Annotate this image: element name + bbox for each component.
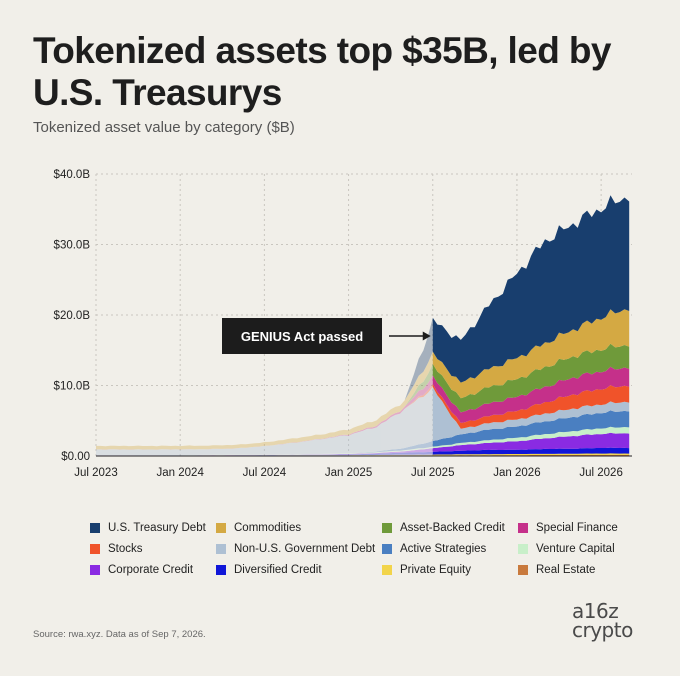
legend-swatch bbox=[216, 565, 226, 575]
chart-subtitle: Tokenized asset value by category ($B) bbox=[33, 119, 295, 136]
y-axis: $0.00 $10.0B $20.0B $30.0B $40.0B bbox=[54, 169, 91, 463]
area-active-strategies bbox=[432, 410, 630, 447]
legend-label: Non-U.S. Government Debt bbox=[234, 543, 376, 555]
legend-label: Asset-Backed Credit bbox=[400, 522, 505, 534]
legend-label: Diversified Credit bbox=[234, 564, 322, 576]
legend-swatch bbox=[90, 523, 100, 533]
legend-swatch bbox=[518, 565, 528, 575]
area-non-u-s-government-debt-faded bbox=[96, 386, 433, 456]
legend-item-corporate-credit: Corporate Credit bbox=[90, 564, 216, 576]
x-tick-label: Jul 2026 bbox=[579, 467, 622, 479]
legend-label: Active Strategies bbox=[400, 543, 487, 555]
legend-item-active-strategies: Active Strategies bbox=[382, 543, 518, 555]
legend-item-venture-capital: Venture Capital bbox=[518, 543, 650, 555]
x-tick-label: Jan 2026 bbox=[493, 467, 540, 479]
stacked-area-chart: $0.00 $10.0B $20.0B $30.0B $40.0B Jul 2023 Ja… bbox=[54, 169, 632, 479]
legend-swatch bbox=[216, 523, 226, 533]
area-u-s-treasury-debt bbox=[432, 195, 630, 383]
y-tick-label: $0.00 bbox=[61, 451, 90, 463]
legend-swatch bbox=[90, 565, 100, 575]
x-tick-label: Jul 2025 bbox=[411, 467, 454, 479]
y-tick-label: $20.0B bbox=[54, 310, 91, 322]
area-non-u-s-government-debt bbox=[432, 386, 630, 441]
area-corporate-credit bbox=[432, 432, 630, 452]
legend-swatch bbox=[382, 523, 392, 533]
area-diversified-credit-faded bbox=[96, 451, 433, 456]
x-tick-label: Jul 2023 bbox=[74, 467, 117, 479]
legend-item-real-estate: Real Estate bbox=[518, 564, 650, 576]
areas-after-genius-act bbox=[432, 195, 630, 456]
a16z-crypto-logo: a16z crypto bbox=[572, 599, 652, 642]
legend-item-commodities: Commodities bbox=[216, 522, 382, 534]
area-private-equity-faded bbox=[96, 454, 433, 456]
legend-label: Real Estate bbox=[536, 564, 596, 576]
legend-item-non-u-s-government-debt: Non-U.S. Government Debt bbox=[216, 543, 382, 555]
area-private-equity bbox=[432, 453, 630, 456]
y-tick-label: $10.0B bbox=[54, 381, 91, 393]
legend-swatch bbox=[518, 544, 528, 554]
legend-label: U.S. Treasury Debt bbox=[108, 522, 206, 534]
x-tick-label: Jan 2024 bbox=[157, 467, 205, 479]
legend-label: Commodities bbox=[234, 522, 302, 534]
legend-label: Private Equity bbox=[400, 564, 471, 576]
annotation-label: GENIUS Act passed bbox=[241, 329, 363, 344]
x-tick-label: Jan 2025 bbox=[325, 467, 372, 479]
source-note: Source: rwa.xyz. Data as of Sep 7, 2026. bbox=[33, 629, 206, 640]
legend-item-diversified-credit: Diversified Credit bbox=[216, 564, 382, 576]
legend-label: Stocks bbox=[108, 543, 143, 555]
area-diversified-credit bbox=[432, 447, 630, 455]
annotation-box bbox=[222, 318, 382, 354]
genius-act-annotation: GENIUS Act passed bbox=[222, 318, 431, 354]
chart-legend: U.S. Treasury Debt Commodities Asset-Backe… bbox=[90, 522, 650, 576]
brand-line-2: crypto bbox=[572, 618, 633, 642]
legend-label: Venture Capital bbox=[536, 543, 615, 555]
legend-swatch bbox=[382, 565, 392, 575]
legend-item-u-s-treasury-debt: U.S. Treasury Debt bbox=[90, 522, 216, 534]
legend-item-special-finance: Special Finance bbox=[518, 522, 650, 534]
legend-item-private-equity: Private Equity bbox=[382, 564, 518, 576]
legend-label: Corporate Credit bbox=[108, 564, 194, 576]
y-tick-label: $30.0B bbox=[54, 240, 91, 252]
legend-swatch bbox=[382, 544, 392, 554]
chart-title: Tokenized assets top $35B, led by U.S. T… bbox=[33, 30, 611, 113]
legend-swatch bbox=[216, 544, 226, 554]
legend-item-asset-backed-credit: Asset-Backed Credit bbox=[382, 522, 518, 534]
annotation-arrow-head bbox=[422, 331, 431, 341]
x-tick-label: Jul 2024 bbox=[243, 467, 287, 479]
area-venture-capital bbox=[432, 426, 630, 449]
y-tick-label: $40.0B bbox=[54, 169, 91, 181]
area-stocks bbox=[432, 384, 630, 429]
area-commodities bbox=[432, 309, 630, 399]
area-special-finance bbox=[432, 366, 630, 423]
x-axis: Jul 2023 Jan 2024 Jul 2024 Jan 2025 Jul 2025… bbox=[74, 455, 632, 479]
legend-label: Special Finance bbox=[536, 522, 618, 534]
area-asset-backed-credit bbox=[432, 343, 630, 413]
legend-swatch bbox=[90, 544, 100, 554]
legend-item-stocks: Stocks bbox=[90, 543, 216, 555]
brand-line-1: a16z bbox=[572, 599, 619, 623]
legend-swatch bbox=[518, 523, 528, 533]
